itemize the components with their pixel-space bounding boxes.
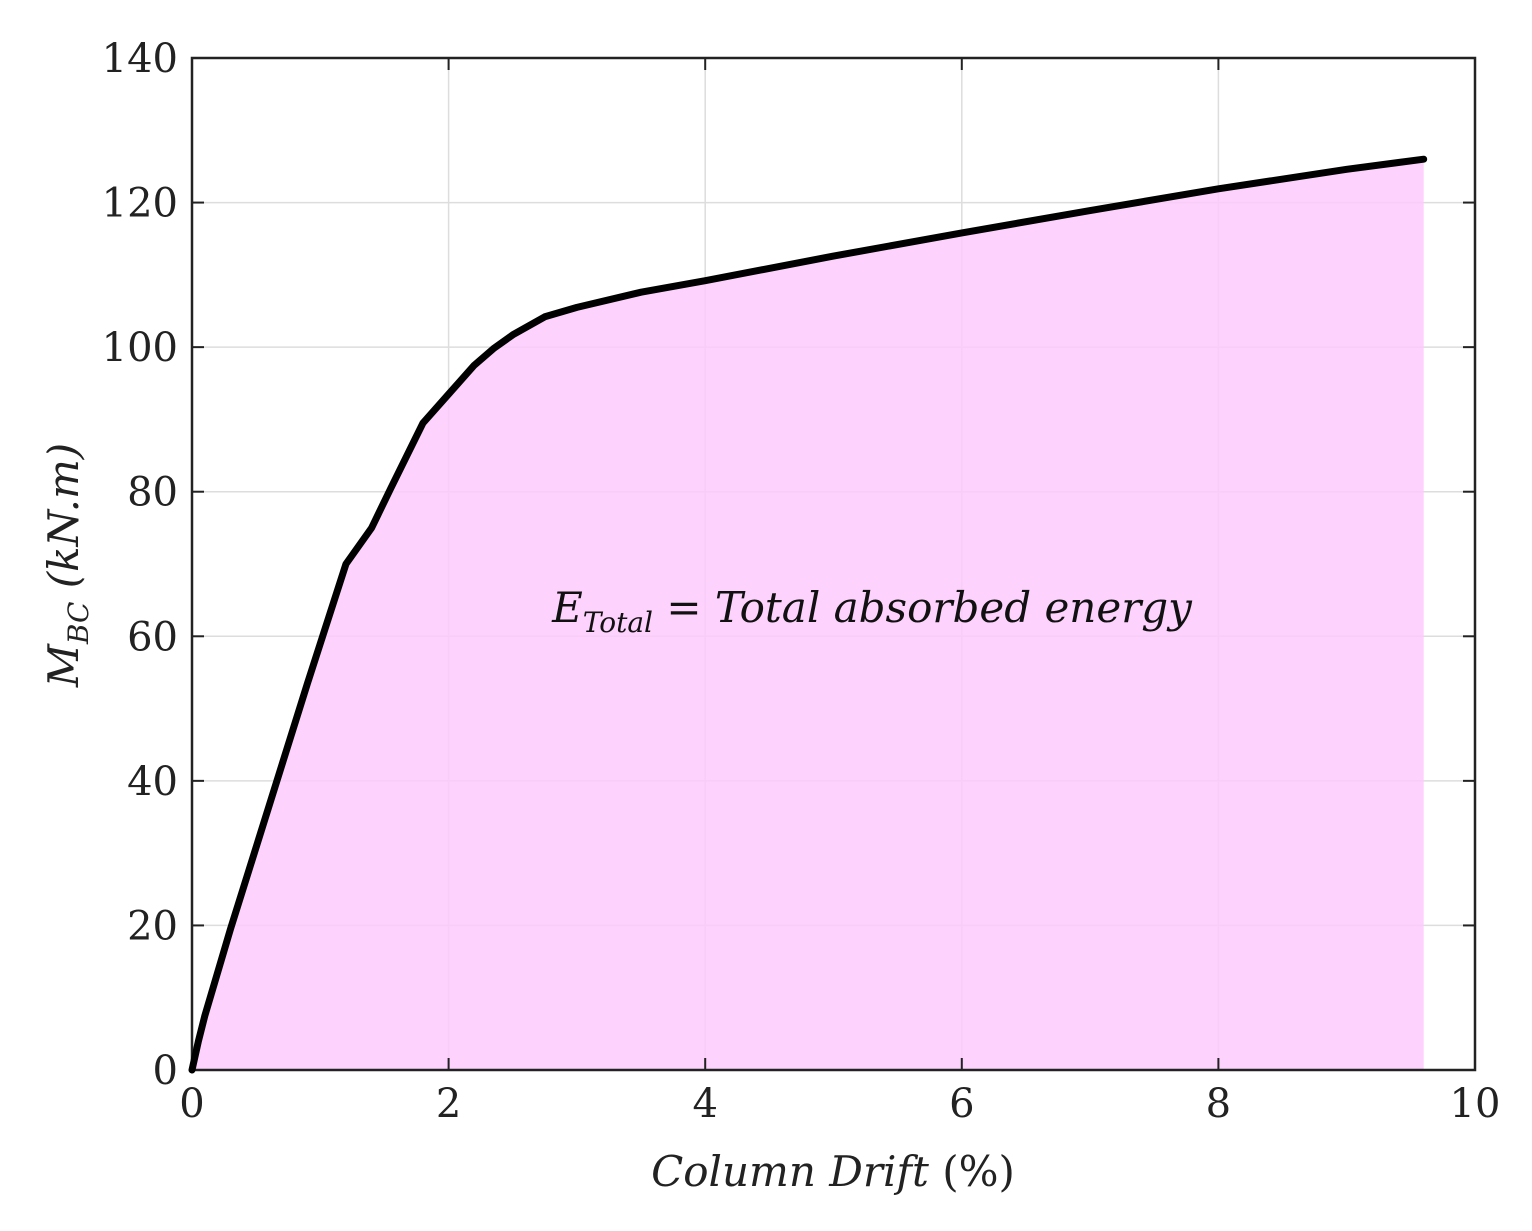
y-tick-label: 20 bbox=[127, 903, 178, 949]
y-axis-label-main: M bbox=[39, 643, 88, 688]
x-axis-label-main: Column Drift bbox=[651, 1147, 929, 1196]
annotation-main: E bbox=[551, 583, 583, 632]
y-axis-label-suffix: (kN.m) bbox=[39, 443, 88, 602]
energy-area-fill bbox=[192, 159, 1424, 1070]
y-tick-label: 120 bbox=[102, 181, 178, 227]
y-tick-label: 40 bbox=[127, 759, 178, 805]
x-tick-label: 2 bbox=[436, 1081, 461, 1127]
y-tick-labels: 0 20 40 60 80 100 120 140 bbox=[102, 36, 178, 1094]
x-axis-label-suffix: (%) bbox=[929, 1147, 1015, 1196]
y-tick-label: 60 bbox=[127, 614, 178, 660]
x-tick-label: 6 bbox=[949, 1081, 974, 1127]
y-axis-label-sub: BC bbox=[62, 602, 95, 646]
energy-annotation: ETotal = Total absorbed energy bbox=[551, 583, 1193, 639]
y-axis-label: MBC (kN.m) bbox=[39, 443, 95, 688]
y-tick-label: 100 bbox=[102, 325, 178, 371]
x-tick-label: 10 bbox=[1450, 1081, 1501, 1127]
x-tick-label: 4 bbox=[692, 1081, 717, 1127]
y-tick-label: 140 bbox=[102, 36, 178, 82]
annotation-sub: Total bbox=[583, 606, 653, 639]
moment-drift-curve bbox=[188, 155, 1428, 1074]
annotation-rest: = Total absorbed energy bbox=[653, 583, 1193, 632]
x-tick-labels: 0 2 4 6 8 10 bbox=[179, 1081, 1500, 1127]
y-tick-label: 80 bbox=[127, 470, 178, 516]
plot-frame bbox=[190, 56, 1477, 1072]
x-tick-label: 8 bbox=[1206, 1081, 1231, 1127]
x-tick-label: 0 bbox=[179, 1081, 204, 1127]
y-tick-label: 0 bbox=[153, 1048, 178, 1094]
x-axis-label: Column Drift (%) bbox=[651, 1147, 1015, 1196]
